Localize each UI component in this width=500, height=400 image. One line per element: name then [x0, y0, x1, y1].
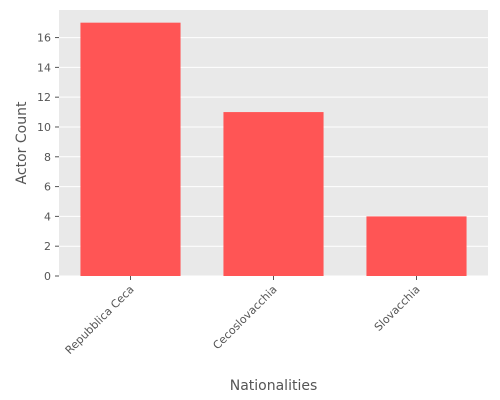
y-tick-label: 14	[37, 61, 51, 74]
y-tick-label: 12	[37, 91, 51, 104]
bars	[80, 22, 467, 276]
y-tick-label: 8	[44, 151, 51, 164]
bar	[223, 112, 324, 276]
x-tick-label: Repubblica Ceca	[63, 283, 137, 357]
bar	[366, 216, 467, 276]
y-tick-label: 2	[44, 240, 51, 253]
x-axis-ticks: Repubblica Ceca Cecoslovacchia Slovacchia	[63, 276, 423, 357]
y-tick-label: 16	[37, 32, 51, 45]
y-tick-label: 10	[37, 121, 51, 134]
y-tick-label: 0	[44, 270, 51, 283]
bar	[80, 22, 181, 276]
y-axis-ticks: 0 2 4 6 8 10 12 14 16	[37, 32, 59, 283]
x-tick-label: Slovacchia	[372, 283, 423, 334]
x-tick-label: Cecoslovacchia	[210, 283, 279, 352]
x-axis-label: Nationalities	[230, 378, 318, 394]
y-axis-label: Actor Count	[14, 101, 30, 184]
y-tick-label: 6	[44, 181, 51, 194]
y-tick-label: 4	[44, 210, 51, 223]
